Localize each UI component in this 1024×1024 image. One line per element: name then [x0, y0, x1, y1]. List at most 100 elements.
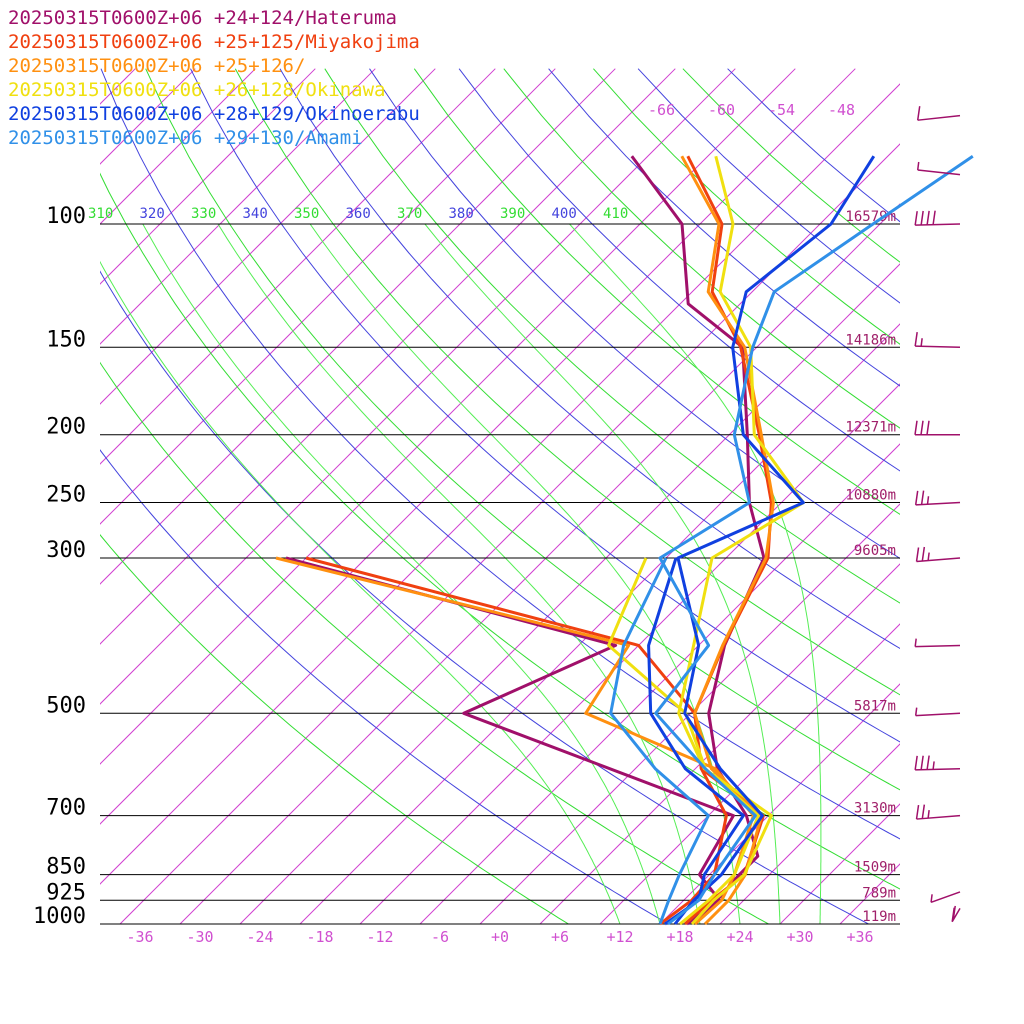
dry-adiabat-line [279, 68, 900, 650]
height-label: 12371m [845, 420, 896, 436]
theta-label: 370 [397, 206, 422, 222]
height-label: 14186m [845, 332, 896, 348]
height-label: 9605m [854, 543, 896, 559]
dry-adiabat-line [324, 68, 900, 604]
isotherm-line [100, 68, 196, 165]
upper-temperature-label: -66 [648, 101, 675, 119]
moist-adiabat-line [142, 223, 661, 924]
theta-label: 350 [294, 206, 319, 222]
x-tick-label: +0 [491, 928, 509, 946]
pressure-label: 250 [46, 483, 86, 508]
wind-barb [914, 210, 961, 226]
upper-temperature-labels: -66 -60 -54 -48 [648, 101, 855, 119]
theta-label: 320 [140, 206, 165, 222]
wind-barb [914, 490, 961, 506]
x-tick-label: -6 [431, 928, 449, 946]
temperature-profile-3 [677, 155, 805, 926]
legend-entry: 20250315T0600Z+06 +24+124/Hateruma [8, 7, 397, 29]
dry-adiabat-line [100, 68, 900, 840]
isotherm-line [100, 68, 856, 825]
isotherm-line [599, 623, 900, 924]
dry-adiabat-line [234, 68, 900, 696]
sounding-profiles [275, 154, 974, 926]
legend-entry: 20250315T0600Z+06 +25+125/Miyakojima [8, 31, 420, 53]
wind-barb [915, 546, 961, 563]
dry-adiabat-line [100, 534, 570, 924]
theta-label: 400 [552, 206, 577, 222]
isotherm-line [299, 323, 900, 924]
dry-adiabat-line [548, 68, 900, 387]
x-tick-label: +18 [666, 928, 693, 946]
x-tick-label: -12 [366, 928, 393, 946]
upper-temperature-label: -60 [708, 101, 735, 119]
theta-label: 310 [88, 206, 113, 222]
wind-barb [914, 331, 961, 349]
theta-labels: 310 320 330 340 350 360 370 380 390 400 410 [88, 206, 628, 222]
isotherm-line [119, 143, 900, 924]
x-tick-label: +30 [786, 928, 813, 946]
dry-adiabat-line [413, 68, 900, 515]
pressure-label: 300 [46, 538, 86, 563]
pressure-label: 925 [46, 880, 86, 905]
isotherm-line [239, 263, 900, 924]
dry-adiabat-line [100, 449, 670, 924]
x-tick-label: -24 [246, 928, 273, 946]
wind-barb [916, 161, 961, 176]
x-tick-label: +24 [726, 928, 753, 946]
wind-barb [915, 804, 961, 820]
isotherm-line [100, 68, 376, 345]
theta-label: 360 [346, 206, 371, 222]
isotherm-line [0, 69, 15, 939]
isotherm-line [100, 83, 900, 885]
isotherm-line [100, 68, 436, 405]
x-tick-label: -18 [306, 928, 333, 946]
isotherm-line [945, 69, 1024, 939]
height-label: 3130m [854, 801, 896, 817]
wind-barb [914, 707, 961, 717]
dry-adiabat-line [100, 270, 870, 924]
dry-adiabat-line [458, 68, 900, 472]
temperature-profile-5 [654, 154, 974, 926]
legend-entry: 20250315T0600Z+06 +28+129/Okinoerabu [8, 103, 420, 125]
isotherm-line [100, 68, 676, 645]
wind-barb [951, 905, 961, 923]
height-label: 5817m [854, 698, 896, 714]
isotherm-line [359, 383, 900, 924]
pressure-label: 500 [46, 693, 86, 718]
pressure-label: 700 [46, 796, 86, 821]
x-tick-label: +6 [551, 928, 569, 946]
isotherm-line [100, 68, 496, 465]
height-label: 119m [862, 909, 896, 925]
isotherm-line [419, 443, 900, 924]
dry-adiabat-line [637, 68, 900, 304]
wind-barb [914, 755, 961, 771]
dry-adiabat-line [190, 68, 900, 743]
dry-adiabat-line [100, 361, 770, 924]
pressure-label: 1000 [33, 904, 86, 929]
temperature-profile-4 [673, 155, 876, 925]
dry-adiabat-line [100, 172, 900, 890]
x-tick-label: +36 [846, 928, 873, 946]
wind-barb [914, 420, 960, 436]
x-tick-label: -36 [126, 928, 153, 946]
isotherm-line [479, 503, 900, 924]
height-label: 789m [862, 885, 896, 901]
isotherm-line [719, 743, 900, 924]
pressure-level-lines: 100 16579m 150 14186m 200 12371m 250 10880m 300 9… [33, 204, 900, 929]
wind-barb [916, 106, 961, 121]
isotherm-line [100, 68, 616, 585]
legend-entry: 20250315T0600Z+06 +29+130/Amami [8, 127, 363, 149]
wind-barb [914, 638, 961, 648]
legend: 20250315T0600Z+06 +24+124/Hateruma202503… [8, 7, 420, 149]
height-label: 16579m [845, 209, 896, 225]
dry-adiabat-line [593, 68, 900, 345]
isotherm-line [539, 563, 900, 924]
isotherm-line [100, 68, 796, 765]
dewpoint-profile-5 [609, 557, 710, 925]
legend-entry: 20250315T0600Z+06 +25+126/ [8, 55, 305, 77]
x-tick-label: -30 [186, 928, 213, 946]
pressure-label: 150 [46, 327, 86, 352]
wind-barbs [914, 106, 961, 923]
isotherm-line [100, 68, 736, 705]
